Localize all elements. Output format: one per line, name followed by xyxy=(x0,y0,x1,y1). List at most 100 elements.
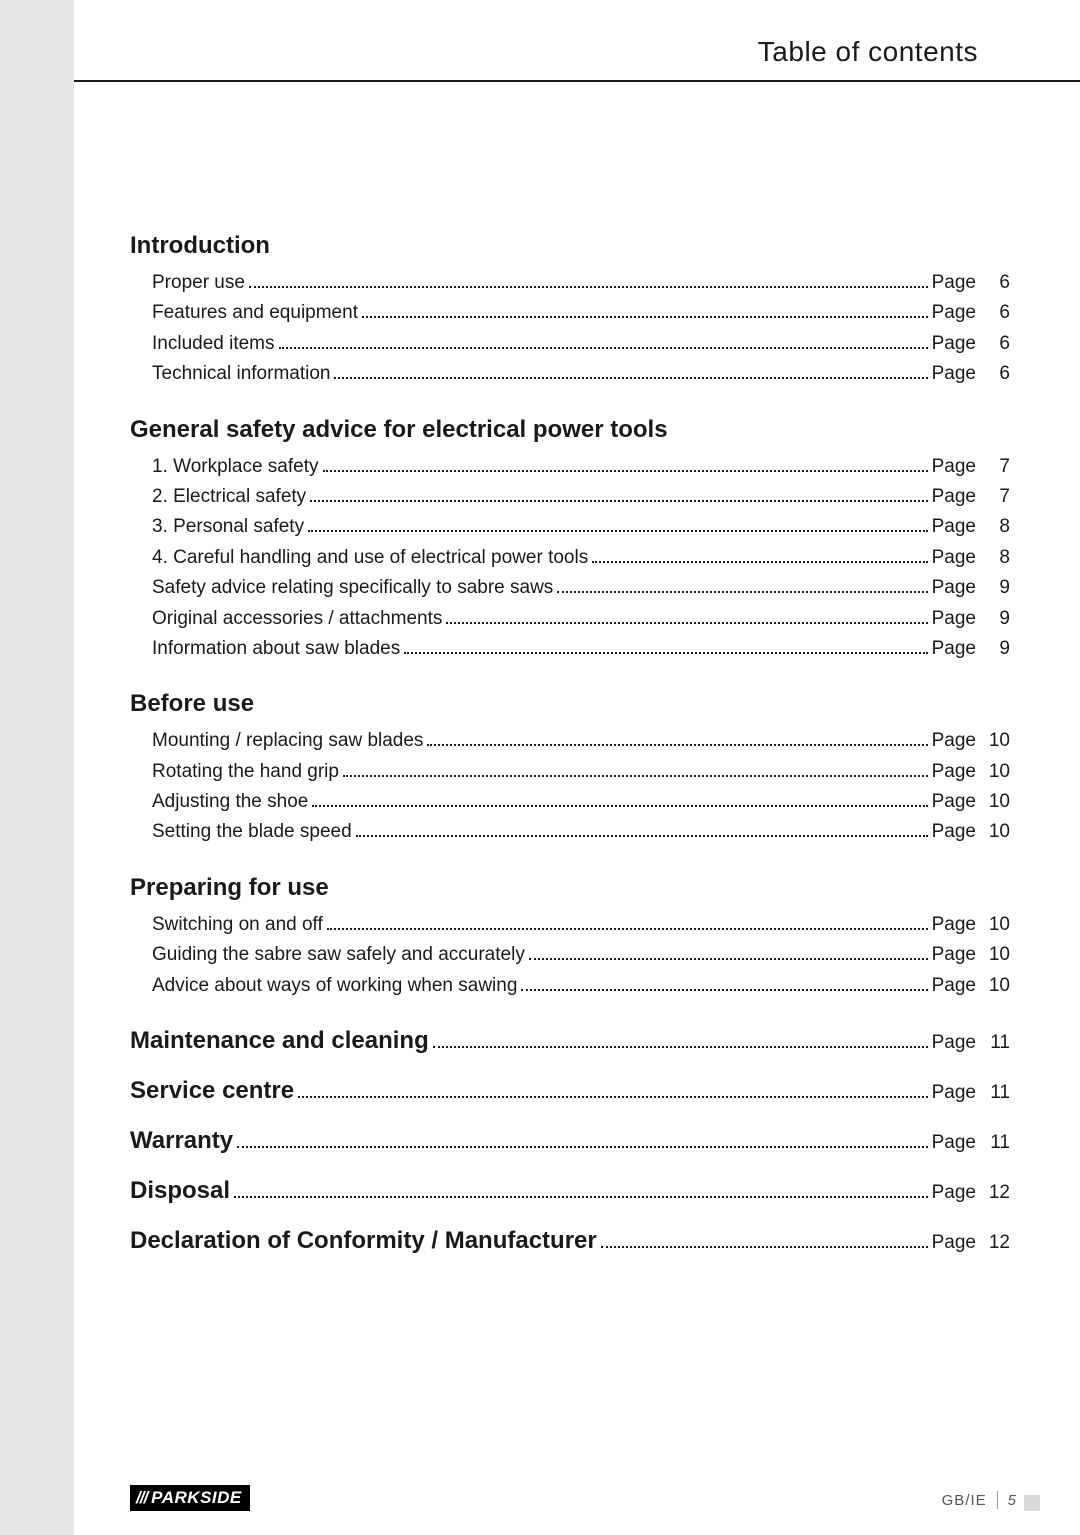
page-label: Page xyxy=(932,726,976,756)
leader-dots xyxy=(404,637,927,654)
toc-entry-text: 4. Careful handling and use of electrica… xyxy=(152,543,588,573)
toc-section-title: Preparing for use xyxy=(130,874,329,902)
toc-entry: Rotating the hand grip Page10 xyxy=(130,757,1010,787)
toc-entry-page: 9 xyxy=(976,634,1010,664)
leader-dots xyxy=(557,576,927,593)
leader-dots xyxy=(343,760,928,777)
page-label: Page xyxy=(932,757,976,787)
toc-entry-text: Information about saw blades xyxy=(152,634,400,664)
toc-entry: Information about saw bladesPage9 xyxy=(130,634,1010,664)
toc-entry-text: 2. Electrical safety xyxy=(152,482,306,512)
toc-section-title: Introduction xyxy=(130,232,270,260)
toc-entry-page: 10 xyxy=(976,940,1010,970)
toc-entry-page: 10 xyxy=(976,787,1010,817)
leader-dots xyxy=(310,485,927,502)
toc-entry-page: 6 xyxy=(976,329,1010,359)
toc-entry: 3. Personal safetyPage8 xyxy=(130,512,1010,542)
page-label: Page xyxy=(932,1032,976,1054)
toc-entry: Technical informationPage6 xyxy=(130,359,1010,389)
toc-section-title: Warranty xyxy=(130,1127,233,1155)
toc-entry: Setting the blade speedPage10 xyxy=(130,817,1010,847)
toc-entry: 4. Careful handling and use of electrica… xyxy=(130,543,1010,573)
toc-section-title: Service centre xyxy=(130,1077,294,1105)
page-label: Page xyxy=(932,910,976,940)
toc-entry-page: 8 xyxy=(976,512,1010,542)
toc-entry-text: Technical information xyxy=(152,359,330,389)
toc-entry-text: Mounting / replacing saw blades xyxy=(152,726,423,756)
toc-entry: 1. Workplace safetyPage7 xyxy=(130,452,1010,482)
toc-entry-page: 6 xyxy=(976,298,1010,328)
leader-dots xyxy=(323,454,928,471)
toc-section-heading: Introduction xyxy=(130,232,1010,260)
toc-section: Preparing for use Switching on and off Pa… xyxy=(130,874,1010,1001)
toc-entry-text: Included items xyxy=(152,329,275,359)
toc-entry: Features and equipment Page6 xyxy=(130,298,1010,328)
toc-section-standalone: Service centrePage11 xyxy=(130,1077,1010,1105)
toc-entry-text: 1. Workplace safety xyxy=(152,452,319,482)
page-label: Page xyxy=(932,1182,976,1204)
toc-section-title: Declaration of Conformity / Manufacturer xyxy=(130,1227,597,1255)
leader-dots xyxy=(327,913,928,930)
toc-section: Before use Mounting / replacing saw blad… xyxy=(130,690,1010,848)
leader-dots xyxy=(446,606,927,623)
toc-entry-text: Original accessories / attachments xyxy=(152,604,442,634)
toc-entry: Original accessories / attachments Page9 xyxy=(130,604,1010,634)
toc-entry-page: 12 xyxy=(976,1232,1010,1254)
toc-entry-text: Proper use xyxy=(152,268,245,298)
toc-section-title: Maintenance and cleaning xyxy=(130,1027,429,1055)
table-of-contents: Introduction Proper usePage6 Features an… xyxy=(130,232,1010,1277)
leader-dots xyxy=(356,820,928,837)
toc-entry-page: 9 xyxy=(976,604,1010,634)
leader-dots xyxy=(279,332,928,349)
toc-section-title: Before use xyxy=(130,690,254,718)
toc-section: Introduction Proper usePage6 Features an… xyxy=(130,232,1010,390)
page-title: Table of contents xyxy=(758,36,978,68)
toc-entry: Included items Page6 xyxy=(130,329,1010,359)
toc-entry-page: 12 xyxy=(976,1182,1010,1204)
leader-dots xyxy=(234,1184,928,1198)
toc-entry: Mounting / replacing saw bladesPage10 xyxy=(130,726,1010,756)
toc-entry-page: 7 xyxy=(976,482,1010,512)
toc-entry-page: 10 xyxy=(976,757,1010,787)
page-label: Page xyxy=(932,604,976,634)
toc-section-title: General safety advice for electrical pow… xyxy=(130,416,668,444)
toc-section-heading: General safety advice for electrical pow… xyxy=(130,416,1010,444)
page-label: Page xyxy=(932,543,976,573)
leader-dots xyxy=(433,1034,928,1048)
toc-section-standalone: Declaration of Conformity / Manufacturer… xyxy=(130,1227,1010,1255)
locale-label: GB/IE xyxy=(942,1492,987,1509)
toc-entry-page: 10 xyxy=(976,910,1010,940)
page-label: Page xyxy=(932,482,976,512)
toc-section-standalone: WarrantyPage11 xyxy=(130,1127,1010,1155)
toc-entry-text: Advice about ways of working when sawing xyxy=(152,971,517,1001)
toc-entry-page: 11 xyxy=(976,1032,1010,1054)
leader-dots xyxy=(237,1134,927,1148)
leader-dots xyxy=(249,271,928,288)
page-label: Page xyxy=(932,359,976,389)
toc-section-standalone: Maintenance and cleaning Page11 xyxy=(130,1027,1010,1055)
brand-name: PARKSIDE xyxy=(151,1488,242,1508)
page-label: Page xyxy=(932,971,976,1001)
toc-section-heading: Preparing for use xyxy=(130,874,1010,902)
corner-mark xyxy=(1024,1495,1040,1511)
page-label: Page xyxy=(932,329,976,359)
page-number: 5 xyxy=(1008,1492,1016,1509)
toc-entry-text: Features and equipment xyxy=(152,298,358,328)
brand-logo: /// PARKSIDE xyxy=(130,1485,250,1511)
divider xyxy=(997,1491,998,1509)
page-label: Page xyxy=(932,298,976,328)
toc-section-title: Disposal xyxy=(130,1177,230,1205)
toc-entry-text: Rotating the hand grip xyxy=(152,757,339,787)
toc-entry-text: Switching on and off xyxy=(152,910,323,940)
toc-entry-text: Guiding the sabre saw safely and accurat… xyxy=(152,940,525,970)
page-label: Page xyxy=(932,940,976,970)
toc-entry: Safety advice relating specifically to s… xyxy=(130,573,1010,603)
toc-entry-page: 7 xyxy=(976,452,1010,482)
page-label: Page xyxy=(932,817,976,847)
toc-entry-page: 10 xyxy=(976,817,1010,847)
brand-slashes-icon: /// xyxy=(136,1488,147,1508)
toc-entry-page: 8 xyxy=(976,543,1010,573)
page-label: Page xyxy=(932,573,976,603)
leader-dots xyxy=(298,1084,928,1098)
toc-entry-page: 6 xyxy=(976,268,1010,298)
